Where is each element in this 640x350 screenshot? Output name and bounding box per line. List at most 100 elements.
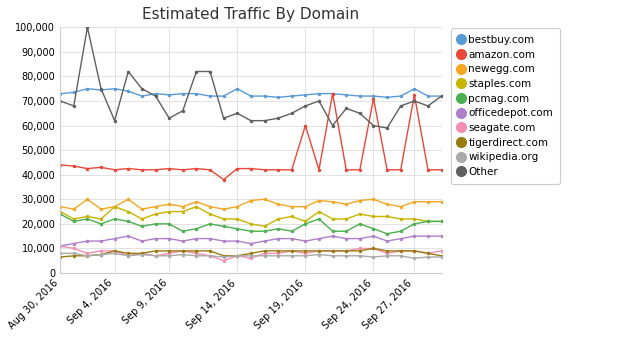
amazon.com	[260, 168, 268, 172]
newegg.com	[260, 197, 268, 201]
staples.com	[438, 219, 445, 224]
tigerdirect.com	[275, 249, 282, 253]
officedepot.com	[220, 239, 227, 243]
seagate.com	[152, 254, 159, 258]
staples.com	[356, 212, 364, 216]
amazon.com	[342, 168, 350, 172]
bestbuy.com	[247, 94, 255, 98]
Other	[438, 94, 445, 98]
officedepot.com	[424, 234, 432, 238]
bestbuy.com	[179, 91, 187, 96]
pcmag.com	[356, 222, 364, 226]
amazon.com	[370, 97, 378, 101]
wikipedia.org	[315, 252, 323, 257]
pcmag.com	[70, 219, 77, 224]
amazon.com	[234, 167, 241, 171]
newegg.com	[329, 199, 337, 204]
tigerdirect.com	[179, 249, 187, 253]
newegg.com	[165, 202, 173, 206]
tigerdirect.com	[397, 249, 404, 253]
seagate.com	[165, 251, 173, 256]
wikipedia.org	[111, 251, 118, 256]
newegg.com	[301, 204, 309, 209]
wikipedia.org	[424, 255, 432, 259]
newegg.com	[220, 207, 227, 211]
bestbuy.com	[383, 95, 391, 99]
newegg.com	[315, 198, 323, 203]
bestbuy.com	[260, 94, 268, 98]
staples.com	[288, 215, 296, 219]
tigerdirect.com	[410, 249, 418, 253]
officedepot.com	[383, 239, 391, 243]
pcmag.com	[124, 219, 132, 224]
seagate.com	[70, 246, 77, 251]
newegg.com	[342, 202, 350, 206]
wikipedia.org	[70, 251, 77, 256]
bestbuy.com	[220, 94, 227, 98]
wikipedia.org	[247, 254, 255, 258]
newegg.com	[397, 204, 404, 209]
amazon.com	[356, 168, 364, 172]
pcmag.com	[138, 224, 146, 229]
staples.com	[179, 209, 187, 214]
seagate.com	[56, 244, 64, 248]
officedepot.com	[329, 234, 337, 238]
amazon.com	[124, 167, 132, 171]
staples.com	[410, 217, 418, 221]
staples.com	[329, 217, 337, 221]
Line: wikipedia.org: wikipedia.org	[58, 252, 444, 260]
staples.com	[138, 217, 146, 221]
seagate.com	[111, 249, 118, 253]
pcmag.com	[193, 227, 200, 231]
seagate.com	[410, 249, 418, 253]
officedepot.com	[179, 239, 187, 243]
bestbuy.com	[342, 93, 350, 97]
tigerdirect.com	[383, 249, 391, 253]
amazon.com	[84, 167, 92, 171]
staples.com	[70, 217, 77, 221]
newegg.com	[438, 199, 445, 204]
tigerdirect.com	[234, 254, 241, 258]
seagate.com	[234, 254, 241, 258]
seagate.com	[424, 251, 432, 256]
wikipedia.org	[220, 255, 227, 259]
officedepot.com	[111, 237, 118, 241]
bestbuy.com	[438, 94, 445, 98]
pcmag.com	[220, 224, 227, 229]
seagate.com	[397, 249, 404, 253]
Line: staples.com: staples.com	[58, 205, 444, 228]
seagate.com	[329, 249, 337, 253]
wikipedia.org	[370, 255, 378, 259]
pcmag.com	[206, 222, 214, 226]
tigerdirect.com	[370, 246, 378, 251]
Other	[315, 99, 323, 103]
Other	[234, 111, 241, 116]
wikipedia.org	[260, 254, 268, 258]
Other	[370, 124, 378, 128]
wikipedia.org	[84, 254, 92, 258]
staples.com	[301, 219, 309, 224]
tigerdirect.com	[301, 249, 309, 253]
tigerdirect.com	[424, 251, 432, 256]
pcmag.com	[179, 229, 187, 233]
wikipedia.org	[438, 255, 445, 259]
pcmag.com	[342, 229, 350, 233]
staples.com	[397, 217, 404, 221]
Other	[342, 106, 350, 111]
amazon.com	[397, 168, 404, 172]
staples.com	[370, 215, 378, 219]
amazon.com	[329, 91, 337, 96]
Other	[275, 116, 282, 120]
amazon.com	[288, 168, 296, 172]
Other	[383, 126, 391, 130]
newegg.com	[124, 197, 132, 201]
seagate.com	[288, 249, 296, 253]
newegg.com	[370, 197, 378, 201]
pcmag.com	[438, 219, 445, 224]
Other	[206, 69, 214, 73]
bestbuy.com	[329, 91, 337, 96]
Line: newegg.com: newegg.com	[58, 197, 444, 211]
pcmag.com	[165, 222, 173, 226]
newegg.com	[56, 204, 64, 209]
seagate.com	[193, 251, 200, 256]
